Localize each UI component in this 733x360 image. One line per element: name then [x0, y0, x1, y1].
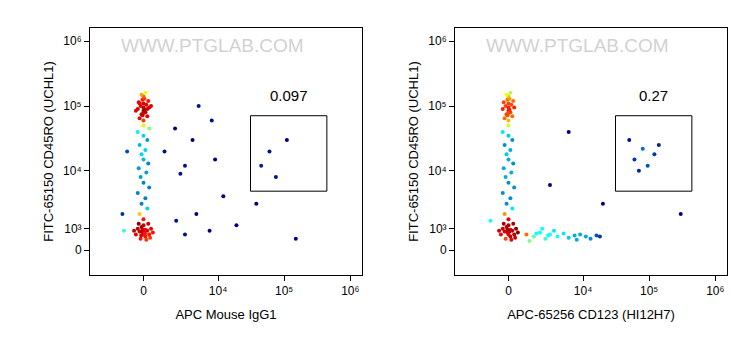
svg-text:10⁶: 10⁶ [428, 34, 446, 48]
svg-text:0: 0 [505, 284, 512, 298]
svg-text:FITC-65150 CD45RO (UCHL1): FITC-65150 CD45RO (UCHL1) [406, 61, 421, 242]
svg-text:10⁴: 10⁴ [209, 284, 228, 298]
svg-text:10⁵: 10⁵ [428, 99, 446, 113]
svg-text:0: 0 [75, 243, 82, 257]
svg-text:APC-65256 CD123 (HI12H7): APC-65256 CD123 (HI12H7) [507, 307, 675, 322]
svg-text:10⁴: 10⁴ [63, 164, 82, 178]
svg-text:APC Mouse IgG1: APC Mouse IgG1 [175, 307, 276, 322]
svg-text:10⁵: 10⁵ [275, 284, 293, 298]
svg-text:10⁴: 10⁴ [428, 164, 447, 178]
svg-text:0: 0 [140, 284, 147, 298]
svg-text:10⁵: 10⁵ [640, 284, 658, 298]
svg-text:10⁵: 10⁵ [63, 99, 81, 113]
svg-text:0: 0 [440, 243, 447, 257]
svg-text:10³: 10³ [429, 222, 446, 236]
svg-text:10⁶: 10⁶ [63, 34, 81, 48]
svg-text:10⁶: 10⁶ [706, 284, 724, 298]
svg-text:0.27: 0.27 [639, 87, 668, 104]
svg-text:0.097: 0.097 [270, 87, 308, 104]
svg-text:10⁶: 10⁶ [341, 284, 359, 298]
svg-text:FITC-65150 CD45RO (UCHL1): FITC-65150 CD45RO (UCHL1) [41, 61, 56, 242]
svg-text:WWW.PTGLAB.COM: WWW.PTGLAB.COM [486, 35, 669, 56]
svg-text:10⁴: 10⁴ [574, 284, 593, 298]
svg-text:WWW.PTGLAB.COM: WWW.PTGLAB.COM [121, 35, 304, 56]
svg-text:10³: 10³ [64, 222, 81, 236]
